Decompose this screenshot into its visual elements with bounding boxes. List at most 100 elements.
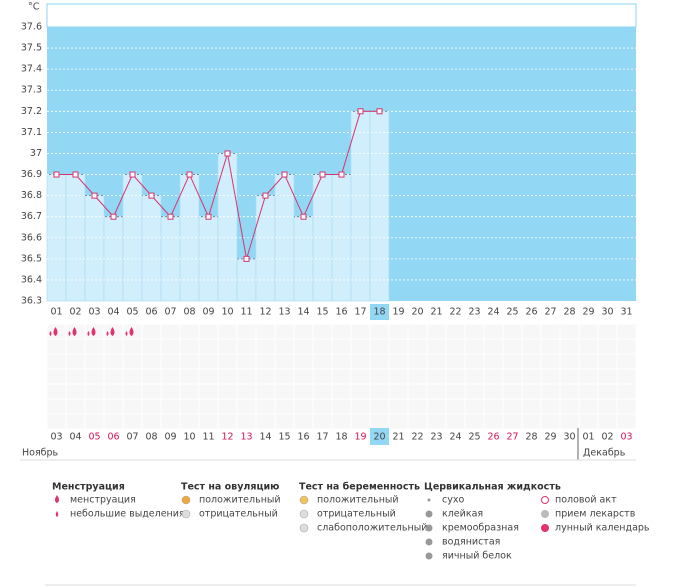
legend-item: водянистая: [442, 537, 500, 548]
y-tick-label: 36.6: [21, 232, 42, 243]
point: [110, 213, 117, 220]
grid-cell: [46, 398, 67, 415]
grid-cell: [502, 368, 523, 385]
grid-cell: [578, 413, 599, 430]
legend-item: половой акт: [555, 495, 617, 506]
grid-cell: [445, 353, 466, 370]
grid-cell: [369, 368, 390, 385]
grid-cell: [198, 338, 219, 355]
x-tick-label: 29: [582, 307, 594, 318]
date-label: 21: [392, 432, 404, 443]
grid-cell: [426, 323, 447, 340]
month-label: Ноябрь: [22, 448, 59, 459]
grid-cell: [103, 398, 124, 415]
grid-cell: [160, 353, 181, 370]
grid-cell: [141, 368, 162, 385]
grid-cell: [198, 323, 219, 340]
date-label: 09: [164, 432, 176, 443]
legend-item: сухо: [442, 495, 464, 506]
grid-cell: [331, 338, 352, 355]
grid-cell: [236, 413, 257, 430]
bar: [141, 195, 162, 302]
grid-cell: [350, 413, 371, 430]
grid-cell: [236, 368, 257, 385]
x-tick-label: 06: [145, 307, 157, 318]
date-label: 23: [430, 432, 442, 443]
grid-cell: [255, 398, 276, 415]
legend-icon: [299, 509, 309, 519]
legend-item: отрицательный: [317, 509, 396, 520]
grid-cell: [426, 398, 447, 415]
y-tick-label: 36.8: [21, 190, 42, 201]
y-tick-label: 37.6: [21, 22, 42, 33]
grid-cell: [388, 338, 409, 355]
legend-icon: [427, 498, 431, 502]
legend-item: клейкая: [442, 509, 483, 520]
grid-cell: [616, 413, 637, 430]
grid-cell: [521, 398, 542, 415]
point: [167, 213, 174, 220]
grid-cell: [312, 368, 333, 385]
y-tick-label: 37: [30, 148, 42, 159]
grid-cell: [521, 368, 542, 385]
grid-cell: [559, 383, 580, 400]
grid-cell: [312, 353, 333, 370]
y-tick-label: 37.3: [21, 85, 42, 96]
point: [91, 192, 98, 199]
grid-cell: [103, 383, 124, 400]
grid-cell: [141, 413, 162, 430]
menstruation-icon: [125, 327, 134, 336]
grid-cell: [217, 368, 238, 385]
point: [281, 171, 288, 178]
date-label: 25: [468, 432, 480, 443]
menstruation-icon: [68, 327, 77, 336]
grid-cell: [217, 338, 238, 355]
grid-cell: [350, 383, 371, 400]
legend-icon: [55, 495, 59, 503]
point: [243, 255, 250, 262]
x-tick-label: 24: [487, 307, 499, 318]
legend-item: яичный белок: [442, 551, 512, 562]
date-label: 24: [449, 432, 461, 443]
grid-cell: [540, 323, 561, 340]
grid-cell: [103, 413, 124, 430]
grid-cell: [445, 383, 466, 400]
grid-cell: [122, 338, 143, 355]
grid-cell: [597, 413, 618, 430]
grid-cell: [559, 398, 580, 415]
x-tick-label: 03: [88, 307, 100, 318]
grid-cell: [274, 323, 295, 340]
legend-title: Тест на беременность: [299, 482, 420, 493]
date-label: 07: [126, 432, 138, 443]
grid-cell: [559, 323, 580, 340]
grid-cell: [350, 353, 371, 370]
grid-cell: [122, 413, 143, 430]
x-tick-label: 23: [468, 307, 480, 318]
grid-cell: [103, 353, 124, 370]
point: [357, 108, 364, 115]
x-tick-label: 21: [430, 307, 442, 318]
grid-cell: [540, 383, 561, 400]
grid-cell: [141, 398, 162, 415]
y-tick-label: 36.3: [21, 296, 42, 307]
date-label: 06: [107, 432, 119, 443]
y-tick-label: 36.9: [21, 169, 42, 180]
grid-cell: [198, 383, 219, 400]
grid-cell: [179, 338, 200, 355]
date-label: 03: [620, 432, 632, 443]
grid-cell: [312, 323, 333, 340]
grid-cell: [464, 383, 485, 400]
grid-cell: [369, 383, 390, 400]
grid-cell: [521, 353, 542, 370]
grid-cell: [179, 398, 200, 415]
grid-cell: [293, 383, 314, 400]
x-tick-label: 19: [392, 307, 404, 318]
legend-icon: [425, 552, 433, 560]
date-label: 13: [240, 432, 252, 443]
grid-cell: [407, 353, 428, 370]
x-tick-label: 28: [563, 307, 575, 318]
grid-cell: [597, 398, 618, 415]
date-label: 14: [259, 432, 271, 443]
grid-cell: [464, 323, 485, 340]
grid-cell: [578, 398, 599, 415]
